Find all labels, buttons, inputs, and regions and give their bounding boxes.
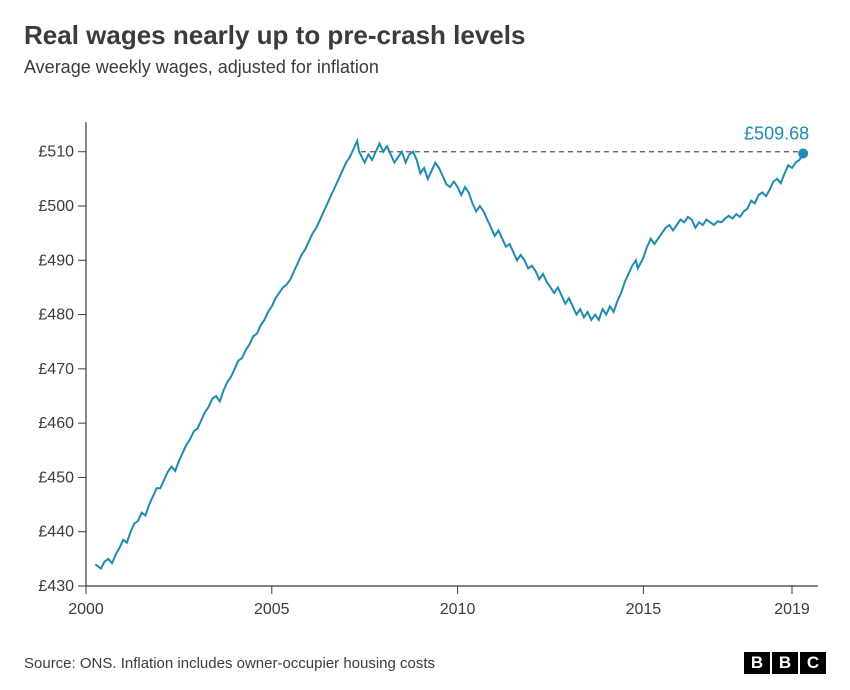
svg-text:£470: £470 (38, 361, 74, 378)
bbc-logo: B B C (744, 652, 826, 674)
svg-text:£460: £460 (38, 415, 74, 432)
bbc-logo-box: C (800, 652, 826, 674)
chart-title: Real wages nearly up to pre-crash levels (24, 20, 826, 51)
svg-text:£510: £510 (38, 144, 74, 161)
svg-text:£509.68: £509.68 (744, 123, 809, 143)
svg-text:2010: 2010 (440, 601, 476, 618)
svg-text:2019: 2019 (774, 601, 810, 618)
line-chart: £430 £440 £450 £460 £470 £480 £490 £500 £510 2000… (24, 88, 826, 628)
svg-text:2005: 2005 (254, 601, 290, 618)
svg-text:£450: £450 (38, 469, 74, 486)
chart-subtitle: Average weekly wages, adjusted for infla… (24, 57, 826, 78)
svg-text:£480: £480 (38, 307, 74, 324)
svg-text:£440: £440 (38, 524, 74, 541)
bbc-logo-box: B (744, 652, 770, 674)
svg-text:2000: 2000 (68, 601, 104, 618)
svg-text:£430: £430 (38, 578, 74, 595)
bbc-logo-box: B (772, 652, 798, 674)
source-text: Source: ONS. Inflation includes owner-oc… (24, 655, 435, 672)
svg-text:2015: 2015 (626, 601, 662, 618)
chart-footer: Source: ONS. Inflation includes owner-oc… (24, 646, 826, 674)
chart-area: £430 £440 £450 £460 £470 £480 £490 £500 £510 2000… (24, 88, 826, 636)
chart-container: Real wages nearly up to pre-crash levels… (0, 0, 850, 690)
svg-text:£490: £490 (38, 252, 74, 269)
svg-text:£500: £500 (38, 198, 74, 215)
